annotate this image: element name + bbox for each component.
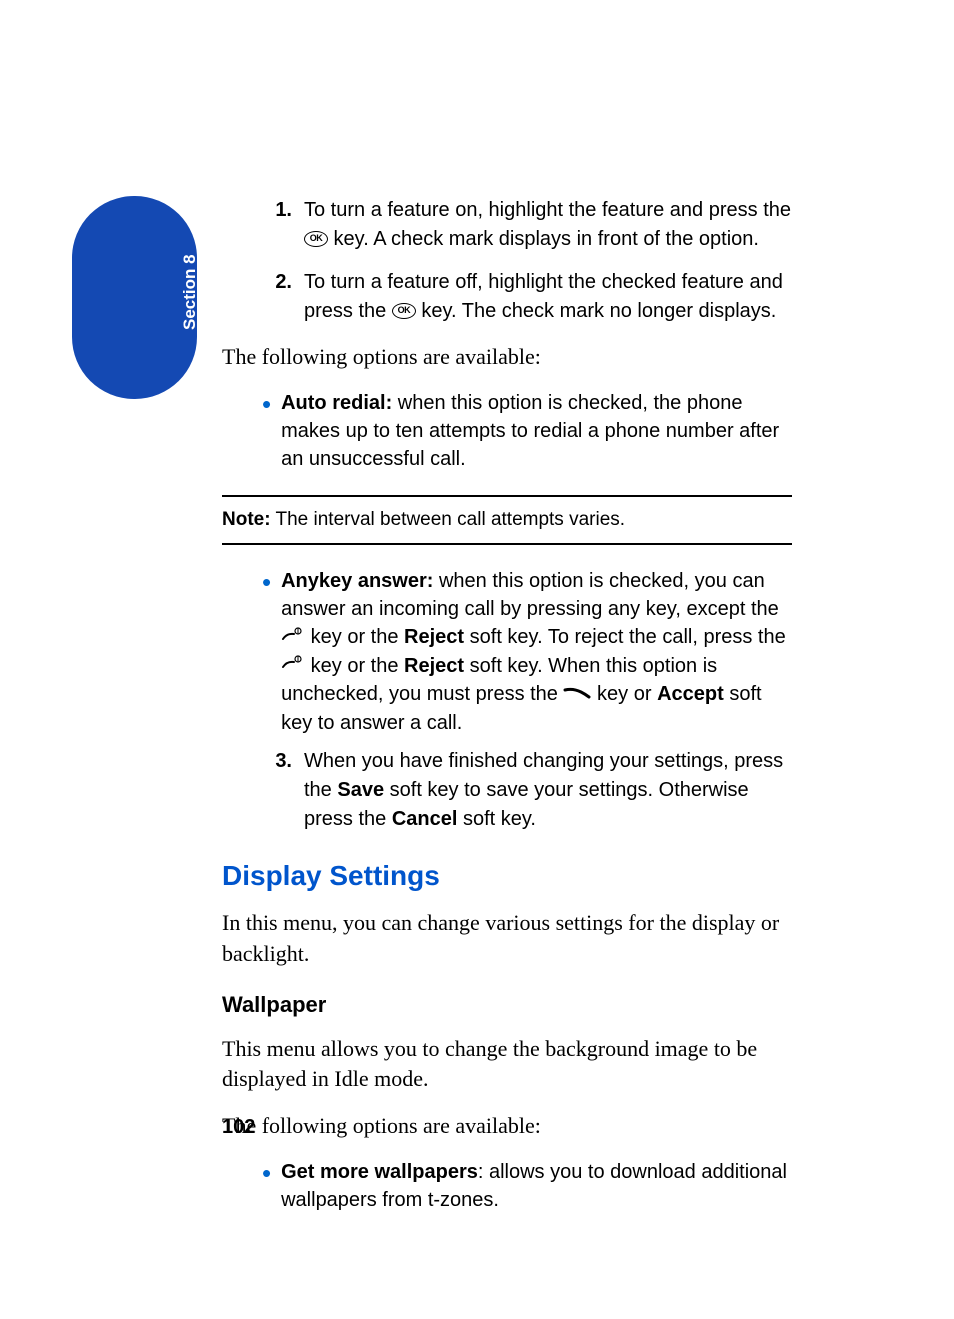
section-tab-label: Section 8: [180, 254, 200, 330]
reject-label: Reject: [404, 655, 464, 677]
step-body: To turn a feature on, highlight the feat…: [304, 196, 792, 254]
options-list: • Auto redial: when this option is check…: [222, 389, 792, 473]
step-1: 1. To turn a feature on, highlight the f…: [222, 196, 792, 254]
bullet-icon: •: [222, 1160, 281, 1216]
cancel-label: Cancel: [392, 808, 458, 830]
accept-label: Accept: [657, 683, 724, 705]
steps-list: 1. To turn a feature on, highlight the f…: [222, 196, 792, 326]
intro-text: The following options are available:: [222, 342, 792, 373]
section-tab: [72, 196, 197, 399]
option-body: Anykey answer: when this option is check…: [281, 567, 792, 737]
end-key-icon: [281, 651, 305, 679]
t: key or: [591, 683, 657, 705]
subheading-wallpaper: Wallpaper: [222, 992, 792, 1018]
heading-intro: In this menu, you can change various set…: [222, 908, 792, 970]
save-label: Save: [337, 779, 384, 801]
step-number: 3.: [275, 750, 292, 772]
option-auto-redial: • Auto redial: when this option is check…: [222, 389, 792, 473]
t: key or the: [305, 626, 404, 648]
reject-label: Reject: [404, 626, 464, 648]
ok-key-icon: OK: [392, 303, 416, 319]
step-text: key. A check mark displays in front of t…: [328, 228, 759, 250]
step-text: key. The check mark no longer displays.: [416, 300, 777, 322]
step-3: 3. When you have finished changing your …: [222, 747, 792, 834]
wallpaper-options-list: • Get more wallpapers: allows you to dow…: [222, 1158, 792, 1214]
section-heading: Display Settings: [222, 860, 792, 892]
page-number: 102: [222, 1116, 255, 1139]
t: soft key. To reject the call, press the: [464, 626, 786, 648]
note-block: Note: The interval between call attempts…: [222, 495, 792, 545]
step-2: 2. To turn a feature off, highlight the …: [222, 268, 792, 326]
option-label: Anykey answer:: [281, 570, 433, 592]
note-text: The interval between call attempts varie…: [271, 509, 626, 530]
option-label: Get more wallpapers: [281, 1161, 478, 1183]
page-content: 1. To turn a feature on, highlight the f…: [222, 196, 792, 1224]
step-number: 1.: [275, 199, 292, 221]
option-get-more-wallpapers: • Get more wallpapers: allows you to dow…: [222, 1158, 792, 1214]
step-text: To turn a feature on, highlight the feat…: [304, 199, 791, 221]
t: soft key.: [457, 808, 536, 830]
t: key or the: [305, 655, 404, 677]
intro-text-2: The following options are available:: [222, 1111, 792, 1142]
note-label: Note:: [222, 509, 271, 530]
wallpaper-intro: This menu allows you to change the backg…: [222, 1034, 792, 1096]
options-list-2: • Anykey answer: when this option is che…: [222, 567, 792, 737]
step-body: To turn a feature off, highlight the che…: [304, 268, 792, 326]
option-anykey-answer: • Anykey answer: when this option is che…: [222, 567, 792, 737]
bullet-icon: •: [222, 569, 281, 739]
option-label: Auto redial:: [281, 392, 392, 414]
steps-list-2: 3. When you have finished changing your …: [222, 747, 792, 834]
ok-key-icon: OK: [304, 231, 328, 247]
bullet-icon: •: [222, 391, 281, 475]
end-key-icon: [281, 623, 305, 651]
send-key-icon: [563, 680, 591, 708]
step-number: 2.: [275, 271, 292, 293]
step-body: When you have finished changing your set…: [304, 747, 792, 834]
